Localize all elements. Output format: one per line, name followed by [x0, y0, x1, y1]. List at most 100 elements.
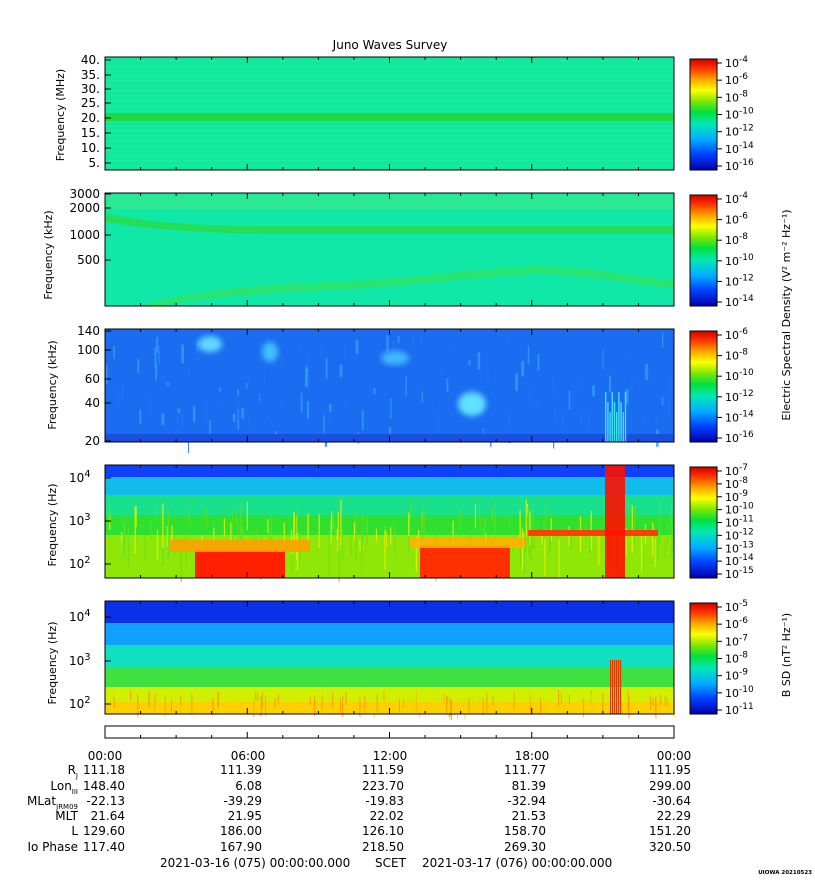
spectral-speckle [281, 396, 283, 412]
spectral-speckle [364, 694, 366, 712]
panel-3-colorbar [689, 330, 718, 443]
spectral-speckle [334, 699, 336, 708]
spectral-speckle [478, 500, 481, 520]
spectral-speckle [318, 514, 320, 549]
colorbar-tick-label: 10-16 [725, 158, 754, 173]
colorbar-tick-label: 10-6 [725, 72, 748, 87]
spectral-speckle [280, 357, 283, 372]
spectral-speckle [536, 400, 539, 409]
spectral-speckle [116, 388, 120, 408]
ephemeris-value: 21.53 [512, 809, 546, 823]
spectral-speckle [610, 368, 612, 377]
spectral-speckle [633, 505, 636, 543]
panel-3: 140 100 60 40 20 Frequency (kHz) 10-6 10-8 10-… [46, 324, 754, 453]
spectral-speckle [421, 513, 423, 544]
spectral-speckle [477, 332, 479, 341]
spectral-speckle [327, 410, 331, 424]
spectral-speckle [305, 368, 309, 388]
spectral-speckle [449, 698, 451, 720]
spectral-speckle [137, 358, 140, 373]
y-tick-label: 102 [69, 695, 91, 711]
spectral-speckle [568, 390, 571, 410]
colorbar-tick-label: 10-6 [725, 212, 748, 227]
spectral-speckle [361, 409, 364, 431]
colorbar-tick-label: 10-15 [725, 566, 754, 581]
ephemeris-value: 81.39 [512, 779, 546, 793]
y-tick-label: 15. [81, 126, 100, 140]
ephemeris-value: 148.40 [83, 779, 125, 793]
ephemeris-value: 299.00 [649, 779, 691, 793]
spectral-speckle [154, 694, 156, 710]
spectral-speckle [350, 536, 352, 557]
spectral-speckle [591, 694, 593, 706]
spectral-speckle [196, 346, 199, 363]
spectral-speckle [440, 368, 444, 374]
y-tick-label: 500 [77, 253, 100, 267]
high-band [105, 477, 674, 495]
spectral-stripe [105, 130, 674, 132]
spectral-speckle [180, 538, 182, 583]
spectral-speckle [263, 368, 266, 386]
spectral-speckle [409, 502, 412, 519]
spectral-stripe [105, 150, 674, 152]
time-tick-label: 06:00 [231, 749, 266, 763]
spectral-speckle [602, 349, 604, 369]
spectral-speckle [218, 387, 221, 392]
spectral-speckle [192, 406, 196, 423]
spectral-speckle [355, 339, 359, 354]
y-tick-label: 60 [85, 372, 100, 386]
spectral-speckle [204, 402, 207, 422]
spectral-speckle [135, 530, 137, 546]
mid-band [105, 645, 674, 667]
spectral-speckle [631, 505, 633, 554]
spectral-speckle [253, 698, 255, 718]
spectral-speckle [257, 692, 259, 702]
spectral-speckle [255, 691, 257, 701]
colorbar-tick-label: 10-10 [725, 253, 754, 268]
panel-2-colorbar [689, 194, 718, 307]
spectral-speckle [121, 384, 124, 399]
spectral-speckle [277, 694, 279, 704]
spectral-speckle [645, 363, 648, 380]
spectral-speckle [648, 366, 651, 380]
spectral-speckle [525, 538, 527, 552]
spectral-speckle [253, 690, 255, 700]
colorbar-tick-label: 10-10 [725, 502, 754, 517]
spectral-speckle [318, 694, 320, 710]
spectral-speckle [271, 514, 273, 541]
spectral-speckle [654, 538, 656, 567]
ephemeris-row-label: MLT [55, 809, 78, 823]
y-tick-label: 103 [69, 512, 91, 528]
spectral-speckle [582, 379, 584, 389]
spectral-speckle [161, 413, 165, 426]
spectral-speckle [345, 692, 347, 706]
spectral-speckle [360, 531, 363, 571]
spectral-speckle [530, 515, 532, 561]
spectral-speckle [668, 401, 670, 418]
spectral-speckle [397, 335, 400, 344]
spectral-speckle [664, 359, 666, 378]
spectral-speckle [448, 696, 450, 718]
spectral-speckle [540, 697, 542, 714]
spectral-speckle [213, 528, 215, 543]
spectral-speckle [524, 531, 526, 543]
spectral-speckle [334, 522, 337, 537]
colorbar-tick-label: 10-12 [725, 389, 754, 404]
spectral-speckle [531, 692, 533, 713]
spectral-speckle [508, 413, 511, 430]
spectral-speckle [608, 381, 610, 397]
spectral-speckle [321, 341, 324, 350]
spectral-speckle [217, 692, 219, 708]
spectral-speckle [670, 502, 672, 534]
ephemeris-value: 111.95 [649, 763, 691, 777]
ephemeris-value: 167.90 [220, 840, 262, 854]
spectral-speckle [525, 500, 527, 538]
emission-patch [198, 336, 222, 352]
spectral-speckle [385, 531, 387, 548]
spectral-speckle [266, 414, 270, 420]
spectral-speckle [353, 522, 356, 541]
spectral-speckle [274, 697, 276, 708]
emission-band [105, 113, 674, 121]
spectral-speckle [163, 379, 167, 385]
spectral-speckle [209, 420, 211, 437]
